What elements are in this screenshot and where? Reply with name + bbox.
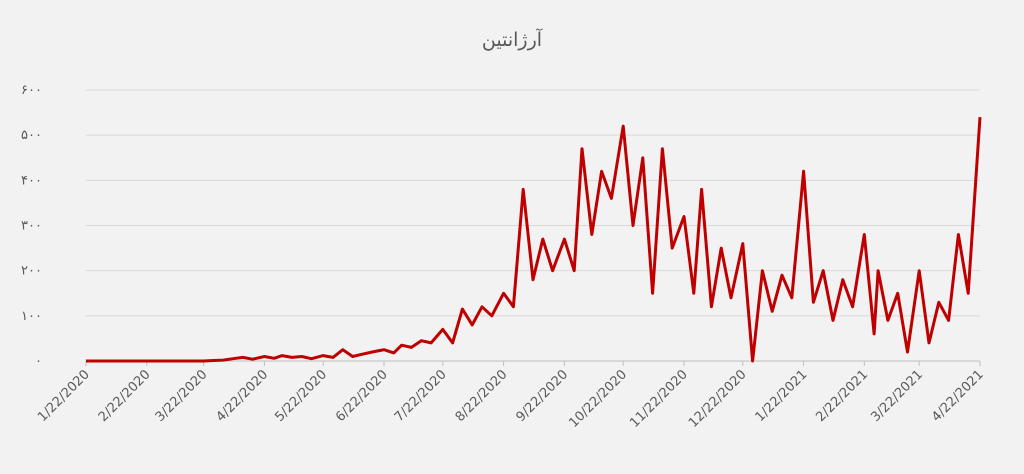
y-tick-label: ۲۰۰ (21, 264, 42, 279)
y-tick-label: ۳۰۰ (21, 219, 42, 234)
chart-title: آرژانتین (482, 27, 543, 51)
y-tick-label: ۶۰۰ (21, 83, 42, 98)
data-line (86, 116, 982, 363)
y-tick-label: ۰ (35, 354, 42, 369)
y-tick-label: ۵۰۰ (21, 128, 42, 143)
y-tick-label: ۱۰۰ (21, 309, 42, 324)
y-tick-label: ۴۰۰ (21, 173, 42, 188)
